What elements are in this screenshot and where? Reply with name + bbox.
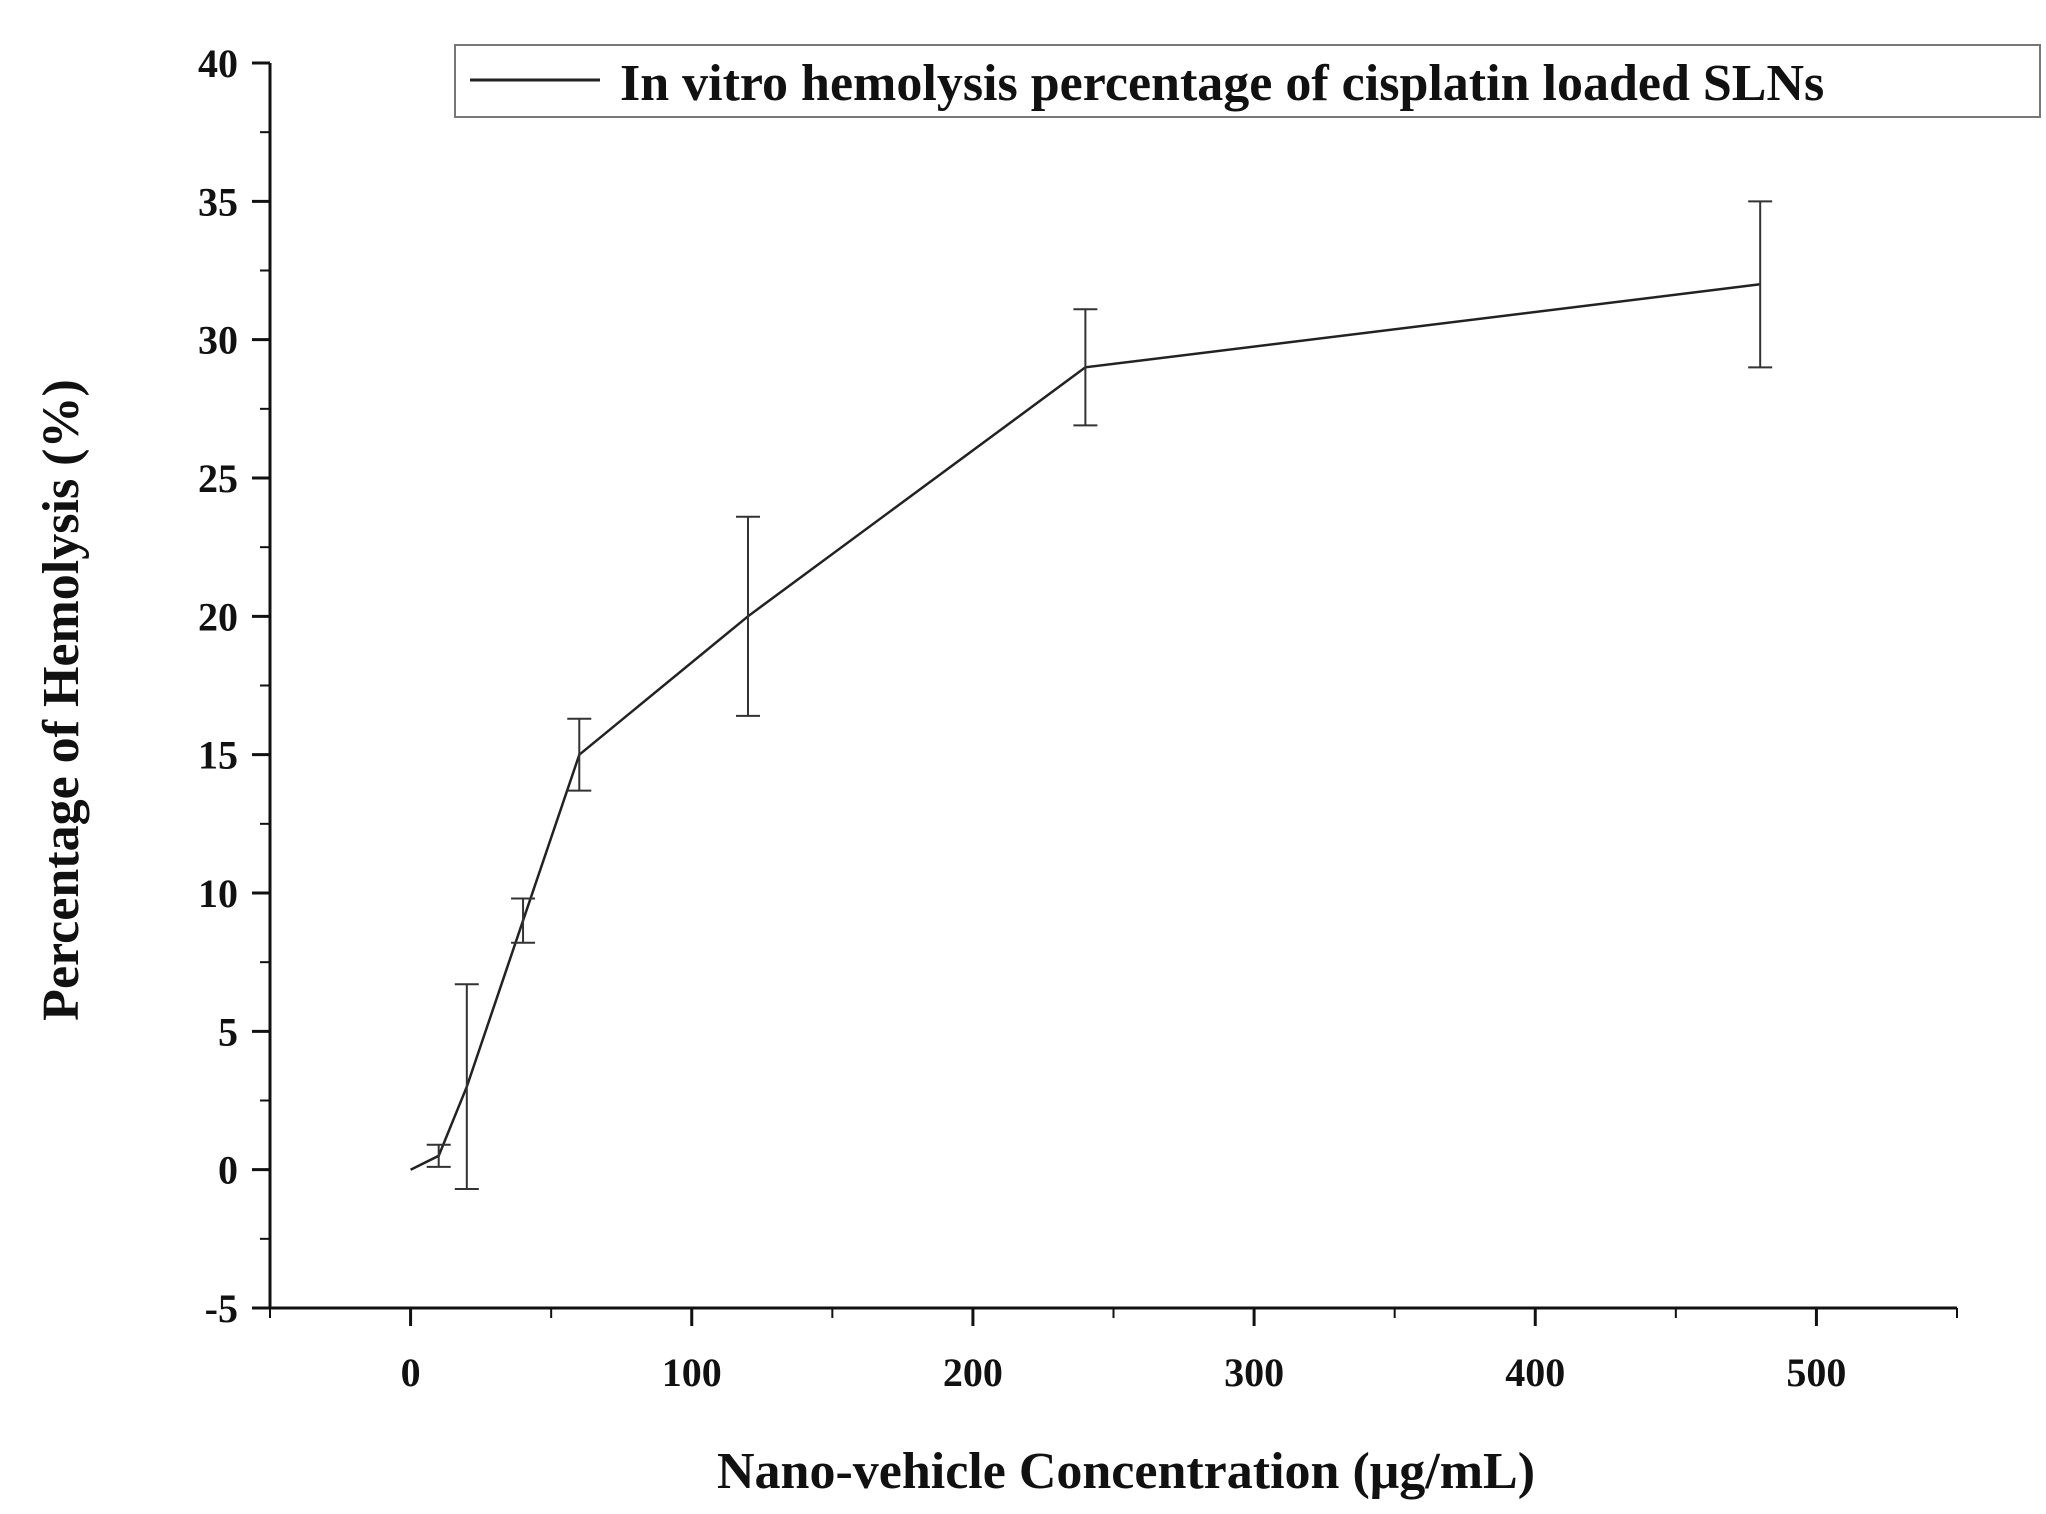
x-tick-label: 200 — [943, 1350, 1003, 1395]
y-tick-label: 5 — [218, 1009, 238, 1054]
x-tick-label: 300 — [1224, 1350, 1284, 1395]
x-tick-label: 100 — [662, 1350, 722, 1395]
y-tick-label: 0 — [218, 1148, 238, 1193]
y-tick-label: 30 — [198, 318, 238, 363]
y-tick-label: -5 — [205, 1286, 238, 1331]
legend: In vitro hemolysis percentage of cisplat… — [454, 44, 2041, 118]
y-tick-label: 10 — [198, 871, 238, 916]
data-series — [410, 200, 1773, 1191]
y-axis-title: Percentage of Hemolysis (%) — [33, 379, 90, 1021]
y-tick-label: 25 — [198, 456, 238, 501]
x-tick-label: 500 — [1786, 1350, 1846, 1395]
y-tick-label: 15 — [198, 733, 238, 778]
y-tick-label: 35 — [198, 179, 238, 224]
legend-label: In vitro hemolysis percentage of cisplat… — [620, 55, 1824, 112]
x-axis-title: Nano-vehicle Concentration (μg/mL) — [717, 1443, 1535, 1500]
x-tick-label: 0 — [401, 1350, 421, 1395]
legend-box — [454, 44, 2041, 118]
y-tick-label: 40 — [198, 41, 238, 86]
y-tick-label: 20 — [198, 594, 238, 639]
x-tick-label: 400 — [1505, 1350, 1565, 1395]
